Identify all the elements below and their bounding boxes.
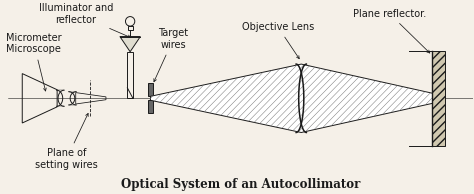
Text: Micrometer
Microscope: Micrometer Microscope bbox=[6, 33, 62, 91]
Polygon shape bbox=[150, 64, 434, 133]
Bar bbox=[147, 100, 153, 113]
Text: Optical System of an Autocollimator: Optical System of an Autocollimator bbox=[121, 178, 361, 191]
Bar bbox=[147, 83, 153, 96]
Text: Objective Lens: Objective Lens bbox=[242, 22, 314, 59]
Text: Illuminator and
reflector: Illuminator and reflector bbox=[38, 3, 130, 38]
Bar bbox=[128, 26, 133, 30]
Text: Plane of
setting wires: Plane of setting wires bbox=[35, 113, 98, 170]
Bar bbox=[128, 52, 133, 98]
Polygon shape bbox=[120, 36, 140, 52]
Text: Target
wires: Target wires bbox=[154, 28, 189, 82]
Text: Plane reflector.: Plane reflector. bbox=[353, 9, 430, 53]
Bar bbox=[432, 51, 446, 146]
